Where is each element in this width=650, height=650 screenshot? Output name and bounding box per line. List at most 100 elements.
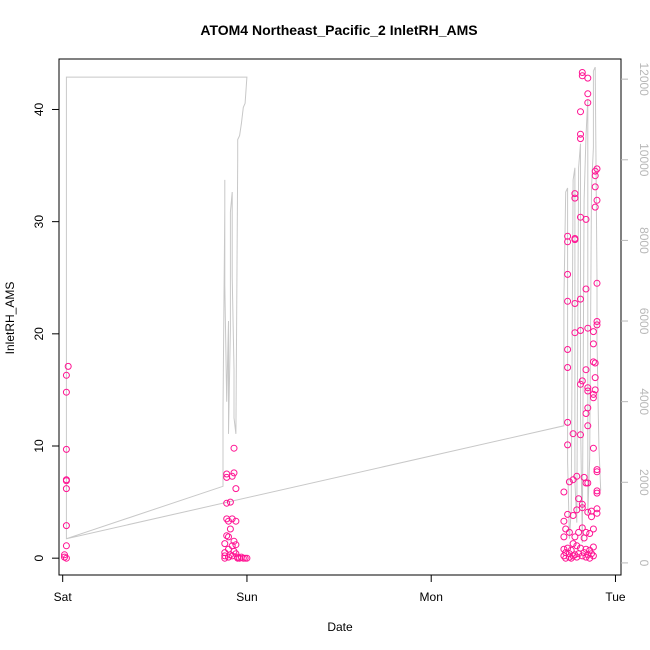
y-axis-left: 0 10 20 30 40	[32, 102, 59, 562]
data-point	[61, 551, 68, 559]
series-line	[65, 66, 602, 543]
data-point	[593, 321, 601, 329]
data-point	[593, 468, 601, 476]
data-point	[560, 545, 568, 553]
y2-tick-label: 0	[637, 560, 650, 567]
data-point	[578, 500, 586, 508]
y-tick-label: 10	[32, 439, 46, 453]
data-point	[564, 270, 572, 278]
data-point	[591, 167, 599, 175]
data-point	[571, 551, 579, 559]
x-axis: Sat Sun Mon Tue	[54, 575, 626, 604]
data-point	[593, 165, 601, 173]
data-point	[584, 99, 592, 107]
data-point	[582, 366, 590, 374]
data-point	[589, 394, 597, 402]
data-point	[582, 215, 590, 223]
data-point	[591, 183, 599, 191]
data-point	[569, 540, 577, 548]
data-point	[593, 466, 601, 474]
data-point	[573, 542, 581, 550]
y-axis-right: 0 2000 4000 6000 8000 10000 12000	[621, 62, 650, 567]
y2-tick-label: 12000	[637, 62, 650, 96]
data-point	[62, 371, 70, 379]
data-point	[226, 498, 234, 506]
data-point	[221, 540, 229, 548]
data-point	[589, 328, 597, 336]
y2-tick-label: 10000	[637, 143, 650, 177]
data-point	[584, 90, 592, 98]
data-point	[225, 533, 232, 541]
data-point	[577, 327, 584, 334]
data-point	[560, 517, 568, 525]
data-point	[228, 472, 236, 480]
x-tick-label: Sun	[236, 590, 257, 604]
y2-tick-label: 8000	[637, 227, 650, 254]
data-point	[565, 478, 573, 486]
data-point	[589, 543, 597, 551]
data-point	[588, 550, 595, 558]
data-point	[591, 203, 599, 211]
data-point	[591, 172, 599, 180]
data-point	[577, 108, 584, 116]
data-point	[62, 522, 70, 530]
data-point	[571, 190, 579, 198]
data-point	[584, 479, 592, 487]
data-point	[562, 525, 570, 533]
data-point	[575, 495, 583, 503]
data-point	[586, 554, 594, 562]
data-point	[577, 431, 584, 439]
data-point	[589, 358, 597, 366]
data-point	[223, 532, 231, 540]
data-point	[564, 346, 572, 353]
data-point	[591, 374, 599, 382]
data-point	[225, 517, 232, 525]
data-point	[62, 542, 70, 550]
data-point	[564, 441, 572, 449]
data-point	[578, 524, 586, 532]
y-tick-label: 40	[32, 102, 46, 116]
x-tick-label: Mon	[420, 590, 443, 604]
data-point	[62, 485, 70, 493]
data-point	[578, 504, 586, 512]
data-point	[577, 130, 584, 138]
data-point	[223, 499, 231, 507]
data-point	[571, 533, 579, 541]
data-point	[582, 553, 590, 561]
data-point	[584, 387, 592, 395]
y2-tick-label: 2000	[637, 469, 650, 496]
data-point	[232, 541, 240, 549]
data-point	[589, 552, 597, 560]
data-point	[593, 505, 601, 513]
data-point	[569, 430, 577, 438]
data-point	[230, 469, 238, 477]
data-point	[580, 473, 588, 481]
data-point	[591, 359, 599, 367]
data-point	[232, 517, 240, 525]
data-point	[593, 196, 601, 204]
y-tick-label: 0	[32, 555, 46, 562]
data-point	[228, 515, 236, 523]
data-point	[230, 547, 238, 555]
data-point	[226, 525, 234, 533]
plot-frame	[58, 58, 622, 576]
data-point	[586, 530, 594, 537]
data-point	[564, 297, 572, 305]
data-point	[593, 509, 601, 517]
data-point	[584, 74, 592, 82]
data-point	[573, 472, 581, 480]
data-point	[560, 533, 568, 541]
data-point	[584, 422, 592, 430]
data-point	[575, 528, 583, 536]
data-point	[230, 444, 238, 452]
data-point	[569, 512, 577, 519]
data-point	[593, 279, 601, 287]
data-point	[589, 340, 597, 348]
data-point	[243, 554, 251, 562]
data-point	[593, 318, 601, 325]
data-point	[584, 324, 592, 332]
data-point	[564, 510, 572, 518]
chart-title: ATOM4 Northeast_Pacific_2 InletRH_AMS	[200, 22, 477, 38]
data-point	[560, 488, 568, 496]
